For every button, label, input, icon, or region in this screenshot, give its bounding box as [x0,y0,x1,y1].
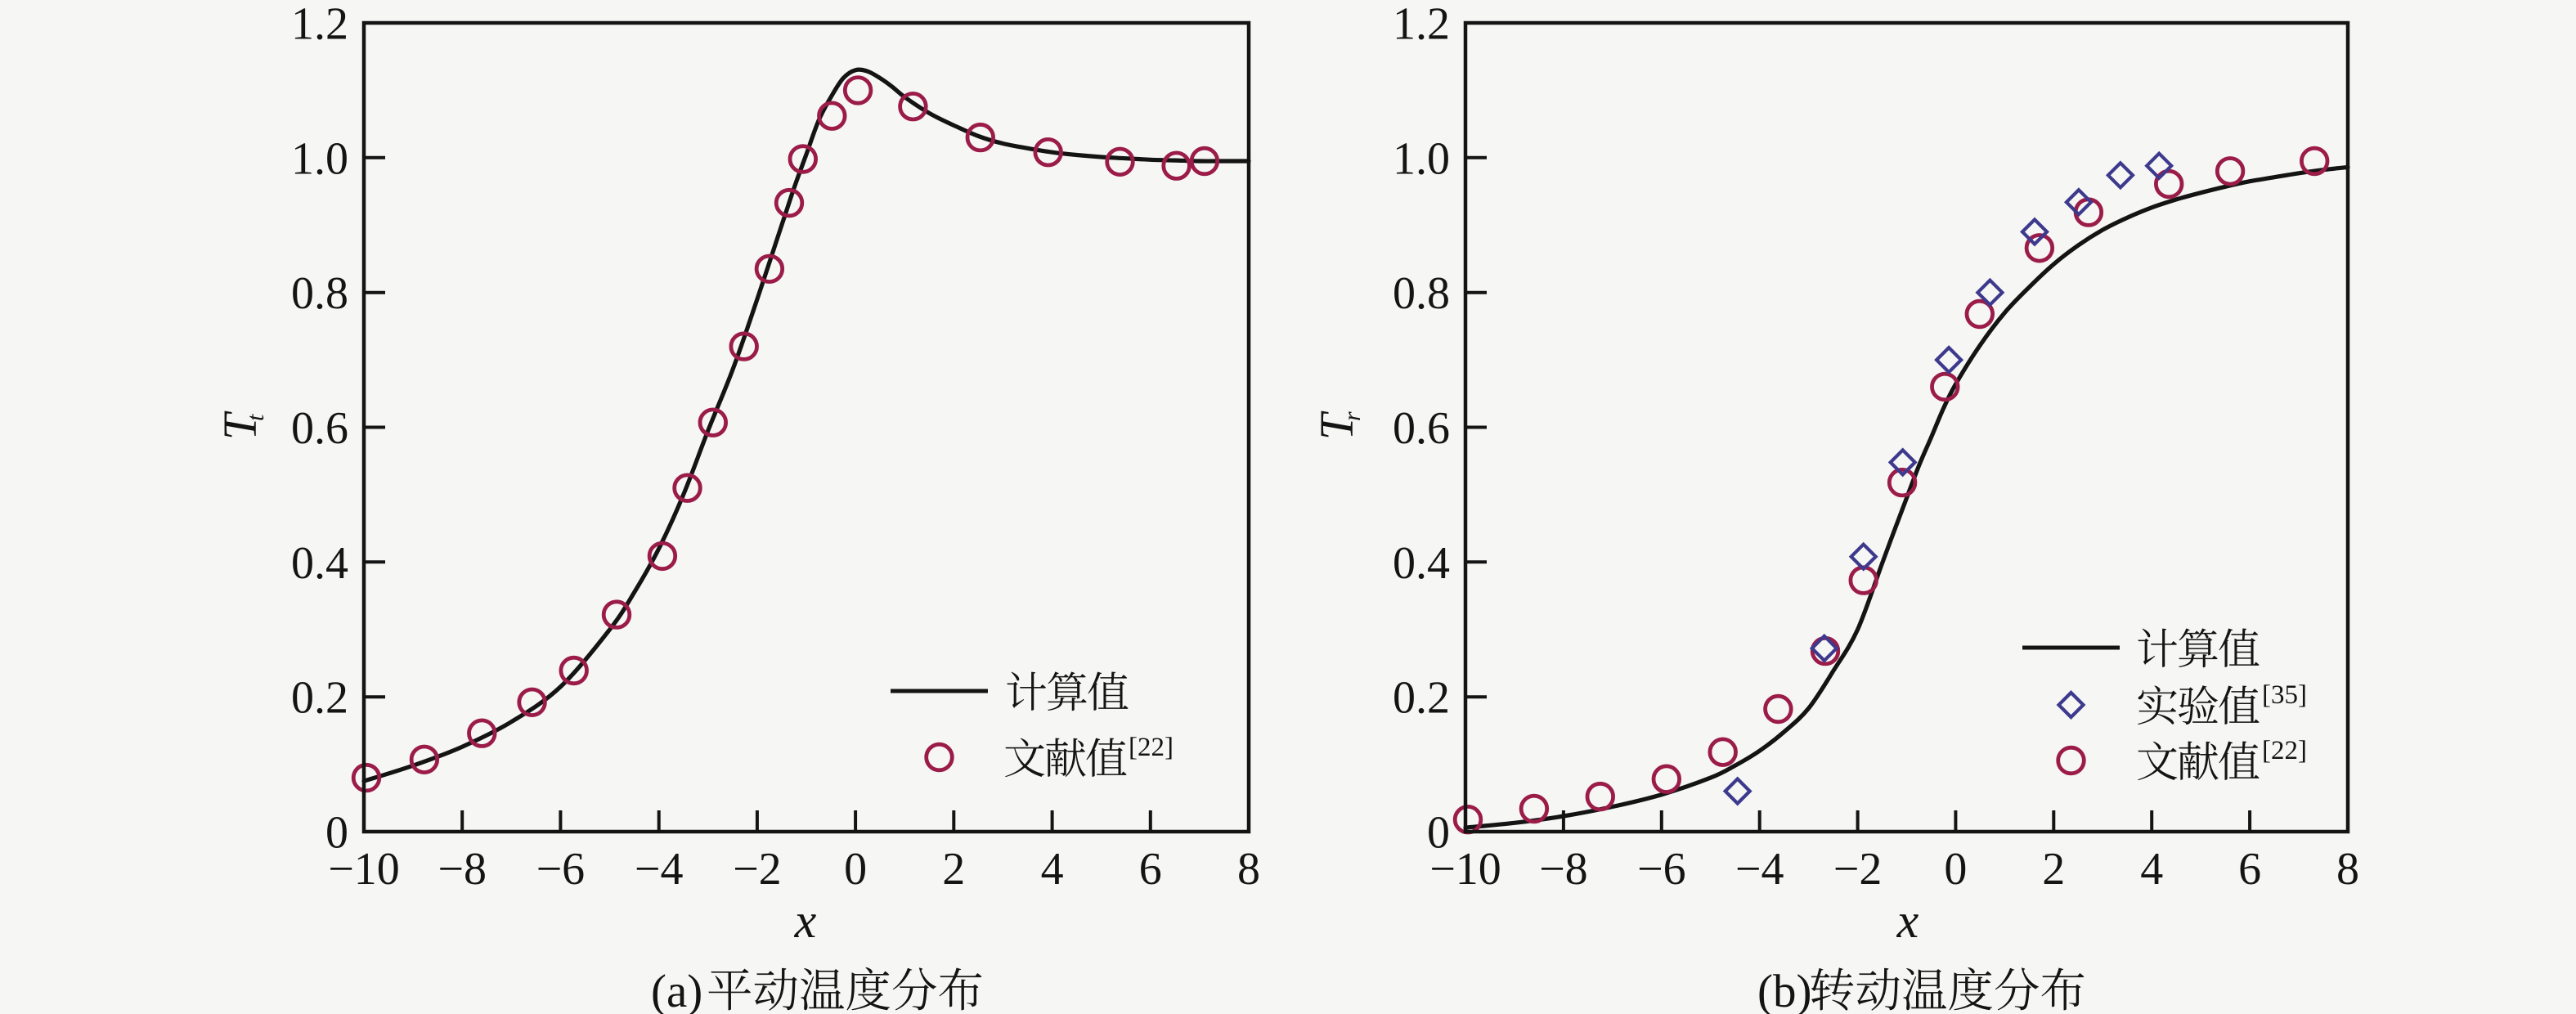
svg-text:−4: −4 [635,844,684,895]
svg-text:x: x [794,894,817,948]
svg-text:1.0: 1.0 [291,133,348,184]
svg-text:t: t [242,414,269,421]
svg-text:2: 2 [2042,844,2065,895]
svg-text:[22]: [22] [2262,736,2307,765]
svg-text:T: T [213,411,267,440]
svg-text:0: 0 [325,808,348,859]
svg-text:0.8: 0.8 [291,268,348,319]
svg-text:0.2: 0.2 [1393,673,1450,724]
svg-text:−8: −8 [438,844,487,895]
svg-text:−10: −10 [1429,844,1501,895]
svg-text:[22]: [22] [1129,733,1174,762]
svg-text:−2: −2 [733,844,782,895]
svg-text:−10: −10 [328,844,400,895]
svg-text:1.0: 1.0 [1393,133,1450,184]
svg-text:0: 0 [844,844,867,895]
svg-text:8: 8 [2336,844,2359,895]
svg-text:6: 6 [1139,844,1162,895]
svg-text:0.6: 0.6 [1393,403,1450,454]
svg-text:−6: −6 [1637,844,1686,895]
svg-text:−2: −2 [1833,844,1883,895]
svg-text:(b): (b) [1757,966,1811,1014]
svg-text:x: x [1896,894,1919,948]
svg-text:2: 2 [942,844,965,895]
svg-text:−6: −6 [536,844,586,895]
svg-text:0.4: 0.4 [291,538,348,589]
svg-text:0: 0 [1944,844,1967,895]
svg-text:T: T [1310,411,1363,440]
svg-text:4: 4 [1041,844,1064,895]
svg-text:6: 6 [2238,844,2261,895]
svg-text:0.2: 0.2 [291,673,348,724]
svg-text:[35]: [35] [2262,680,2307,710]
svg-text:0.8: 0.8 [1393,268,1450,319]
svg-text:r: r [1339,411,1366,421]
svg-text:4: 4 [2140,844,2163,895]
svg-text:−4: −4 [1735,844,1784,895]
svg-text:8: 8 [1237,844,1260,895]
svg-text:−8: −8 [1539,844,1588,895]
svg-text:0.6: 0.6 [291,403,348,454]
svg-text:1.2: 1.2 [291,0,348,50]
svg-text:0: 0 [1427,808,1450,859]
svg-text:0.4: 0.4 [1393,538,1450,589]
svg-text:(a): (a) [651,966,702,1014]
svg-text:1.2: 1.2 [1393,0,1450,50]
